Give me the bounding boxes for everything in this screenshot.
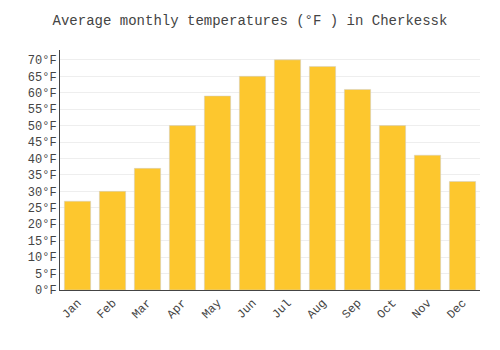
svg-text:Mar: Mar: [129, 297, 154, 322]
svg-text:Apr: Apr: [164, 297, 189, 322]
svg-text:Aug: Aug: [304, 297, 329, 322]
svg-text:55°F: 55°F: [28, 103, 57, 117]
svg-text:45°F: 45°F: [28, 136, 57, 150]
svg-text:65°F: 65°F: [28, 71, 57, 85]
svg-text:0°F: 0°F: [35, 284, 57, 298]
svg-text:May: May: [199, 297, 224, 322]
svg-text:Feb: Feb: [94, 297, 119, 322]
svg-text:70°F: 70°F: [28, 54, 57, 68]
svg-text:30°F: 30°F: [28, 186, 57, 200]
svg-text:Jun: Jun: [234, 297, 259, 322]
svg-text:20°F: 20°F: [28, 218, 57, 232]
svg-text:50°F: 50°F: [28, 120, 57, 134]
svg-text:Jul: Jul: [269, 297, 294, 322]
svg-text:35°F: 35°F: [28, 169, 57, 183]
svg-text:Sep: Sep: [339, 297, 364, 322]
svg-text:Oct: Oct: [374, 297, 399, 322]
svg-text:25°F: 25°F: [28, 202, 57, 216]
svg-text:60°F: 60°F: [28, 87, 57, 101]
svg-text:Dec: Dec: [444, 297, 469, 322]
svg-text:5°F: 5°F: [35, 268, 57, 282]
svg-text:10°F: 10°F: [28, 251, 57, 265]
svg-text:40°F: 40°F: [28, 153, 57, 167]
svg-text:Nov: Nov: [409, 297, 434, 322]
svg-text:15°F: 15°F: [28, 235, 57, 249]
svg-text:Average monthly temperatures (: Average monthly temperatures (°F ) in Ch…: [53, 13, 448, 29]
svg-text:Jan: Jan: [59, 297, 84, 322]
